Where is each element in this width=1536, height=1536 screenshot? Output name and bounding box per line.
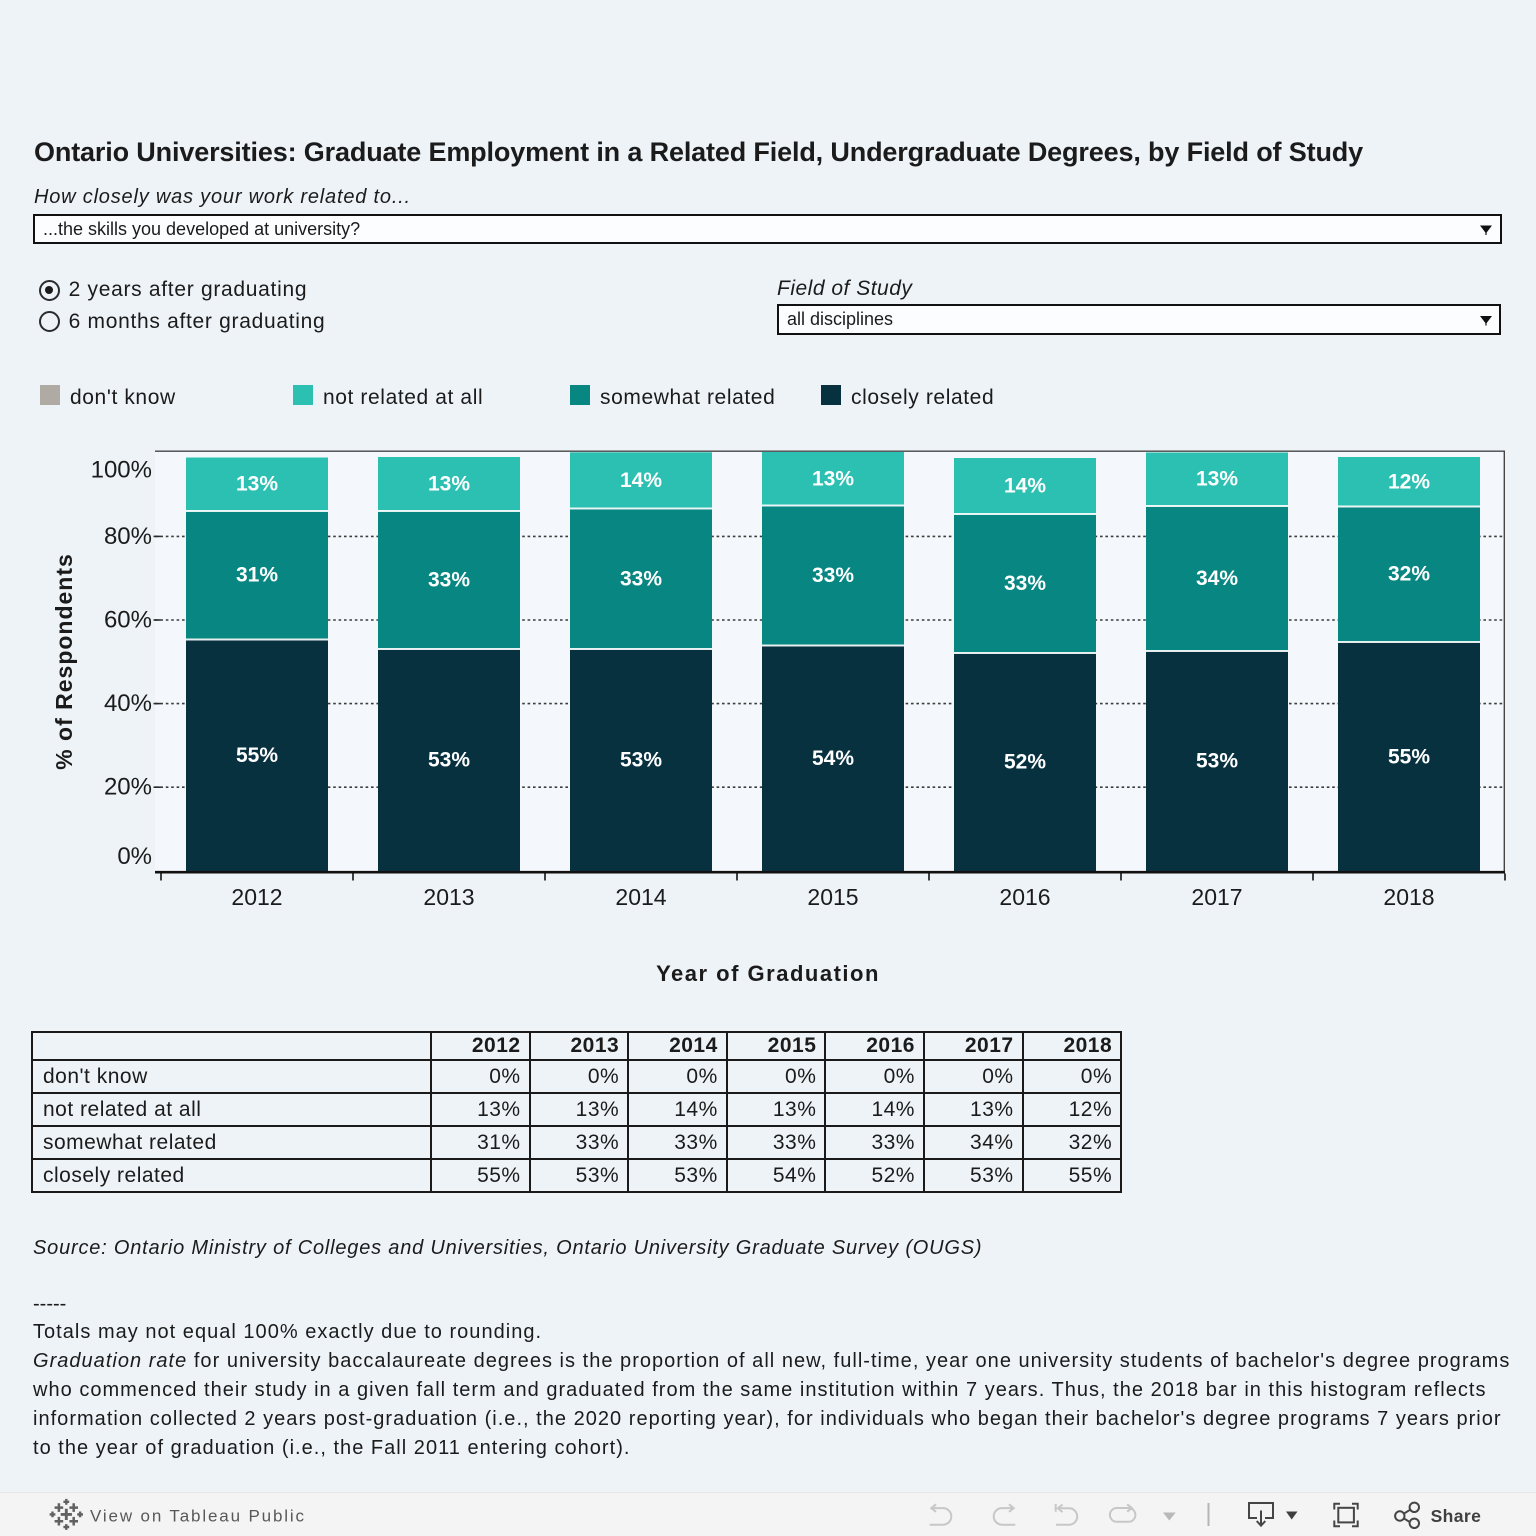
- svg-text:2012: 2012: [231, 884, 282, 910]
- svg-text:52%: 52%: [1004, 751, 1046, 774]
- svg-text:2015: 2015: [807, 884, 858, 910]
- svg-text:40%: 40%: [104, 690, 152, 717]
- svg-text:% of Respondents: % of Respondents: [51, 553, 77, 770]
- svg-text:13%: 13%: [428, 473, 470, 496]
- svg-text:33%: 33%: [1004, 572, 1046, 595]
- svg-text:31%: 31%: [236, 564, 278, 587]
- svg-text:2013: 2013: [423, 884, 474, 910]
- svg-text:2017: 2017: [1191, 884, 1242, 910]
- svg-text:100%: 100%: [91, 457, 152, 484]
- svg-text:53%: 53%: [1196, 750, 1238, 773]
- svg-text:13%: 13%: [236, 473, 278, 496]
- svg-text:32%: 32%: [1388, 563, 1430, 586]
- svg-text:55%: 55%: [236, 744, 278, 767]
- svg-text:14%: 14%: [620, 469, 662, 492]
- svg-text:20%: 20%: [104, 774, 152, 801]
- svg-text:33%: 33%: [620, 567, 662, 590]
- svg-text:53%: 53%: [620, 749, 662, 772]
- svg-text:2016: 2016: [999, 884, 1050, 910]
- svg-text:60%: 60%: [104, 607, 152, 634]
- svg-text:0%: 0%: [117, 843, 152, 870]
- svg-text:34%: 34%: [1196, 567, 1238, 590]
- svg-text:View on Tableau Public: View on Tableau Public: [90, 1507, 306, 1526]
- svg-text:55%: 55%: [1388, 745, 1430, 768]
- svg-text:53%: 53%: [428, 749, 470, 772]
- svg-text:54%: 54%: [812, 747, 854, 770]
- svg-text:2018: 2018: [1383, 884, 1434, 910]
- svg-text:12%: 12%: [1388, 470, 1430, 493]
- svg-text:80%: 80%: [104, 523, 152, 550]
- svg-text:14%: 14%: [1004, 475, 1046, 498]
- svg-text:33%: 33%: [428, 569, 470, 592]
- svg-text:33%: 33%: [812, 564, 854, 587]
- svg-text:13%: 13%: [1196, 468, 1238, 491]
- svg-text:Share: Share: [1431, 1506, 1482, 1526]
- svg-text:2014: 2014: [615, 884, 666, 910]
- svg-text:13%: 13%: [812, 467, 854, 490]
